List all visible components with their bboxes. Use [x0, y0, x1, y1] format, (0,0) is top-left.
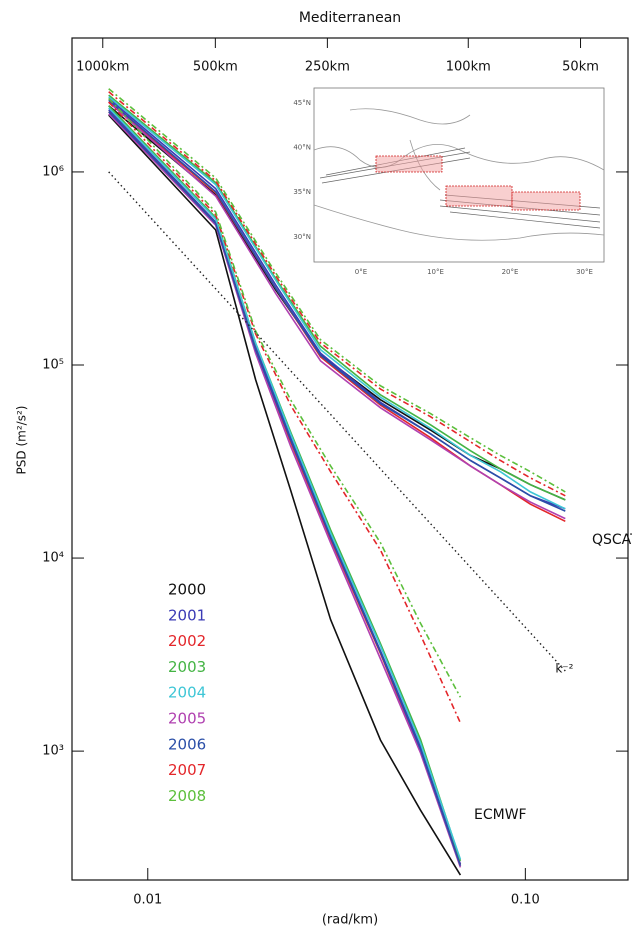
inset-lon-label: 20°E	[502, 268, 519, 276]
x-tick-label: 0.01	[133, 893, 162, 908]
legend-label: 2007	[168, 761, 206, 779]
legend-label: 2005	[168, 710, 206, 728]
inset-lat-label: 45°N	[293, 99, 311, 107]
x-axis-label: (rad/km)	[322, 913, 378, 928]
legend-label: 2001	[168, 606, 206, 624]
legend-label: 2004	[168, 684, 206, 702]
inset-lat-label: 35°N	[293, 188, 311, 196]
coastline	[313, 108, 605, 241]
inset-map: 45°N 40°N 35°N 30°N 0°E 10°E 20°E 30°E	[280, 82, 610, 282]
legend-label: 2006	[168, 735, 206, 753]
legend-label: 2002	[168, 632, 206, 650]
top-x-tick-label: 500km	[193, 60, 238, 75]
reference-label: k⁻²	[555, 662, 573, 676]
qscat-line	[108, 91, 566, 497]
inset-lon-label: 10°E	[427, 268, 444, 276]
top-x-tick-label: 100km	[446, 60, 491, 75]
y-axis-label: PSD (m²/s²)	[15, 406, 29, 475]
top-x-tick-label: 250km	[305, 60, 350, 75]
qscat-line	[108, 94, 566, 501]
ecmwf-line	[108, 114, 462, 876]
plot-frame	[71, 37, 629, 881]
legend-label: 2003	[168, 658, 206, 676]
inset-frame	[313, 87, 605, 263]
legend-label: 2000	[168, 581, 206, 599]
inset-lon-label: 30°E	[576, 268, 593, 276]
ecmwf-label: ECMWF	[474, 807, 527, 823]
y-tick-label: 10⁵	[42, 357, 64, 372]
top-x-tick-label: 50km	[562, 60, 599, 75]
x-tick-label: 0.10	[511, 893, 540, 908]
chart-title: Mediterranean	[299, 10, 401, 26]
y-tick-label: 10⁶	[42, 164, 64, 179]
qscat-label: QSCAT	[592, 532, 632, 548]
ecmwf-line	[108, 111, 462, 866]
inset-lat-label: 30°N	[293, 233, 311, 241]
qscat-line	[108, 99, 566, 512]
selected-boxes	[375, 155, 581, 211]
ecmwf-line	[108, 107, 462, 860]
inset-background	[280, 82, 610, 282]
y-tick-label: 10³	[42, 744, 64, 759]
top-x-tick-label: 1000km	[76, 60, 129, 75]
reference-line	[108, 171, 566, 672]
inset-lon-label: 0°E	[355, 268, 367, 276]
qscat-line	[108, 96, 566, 510]
qscat-line	[108, 101, 566, 520]
inset-lat-label: 40°N	[293, 144, 311, 152]
y-tick-label: 10⁴	[42, 551, 64, 566]
ecmwf-line	[108, 97, 462, 698]
legend-label: 2008	[168, 787, 206, 805]
qscat-line	[108, 88, 566, 493]
